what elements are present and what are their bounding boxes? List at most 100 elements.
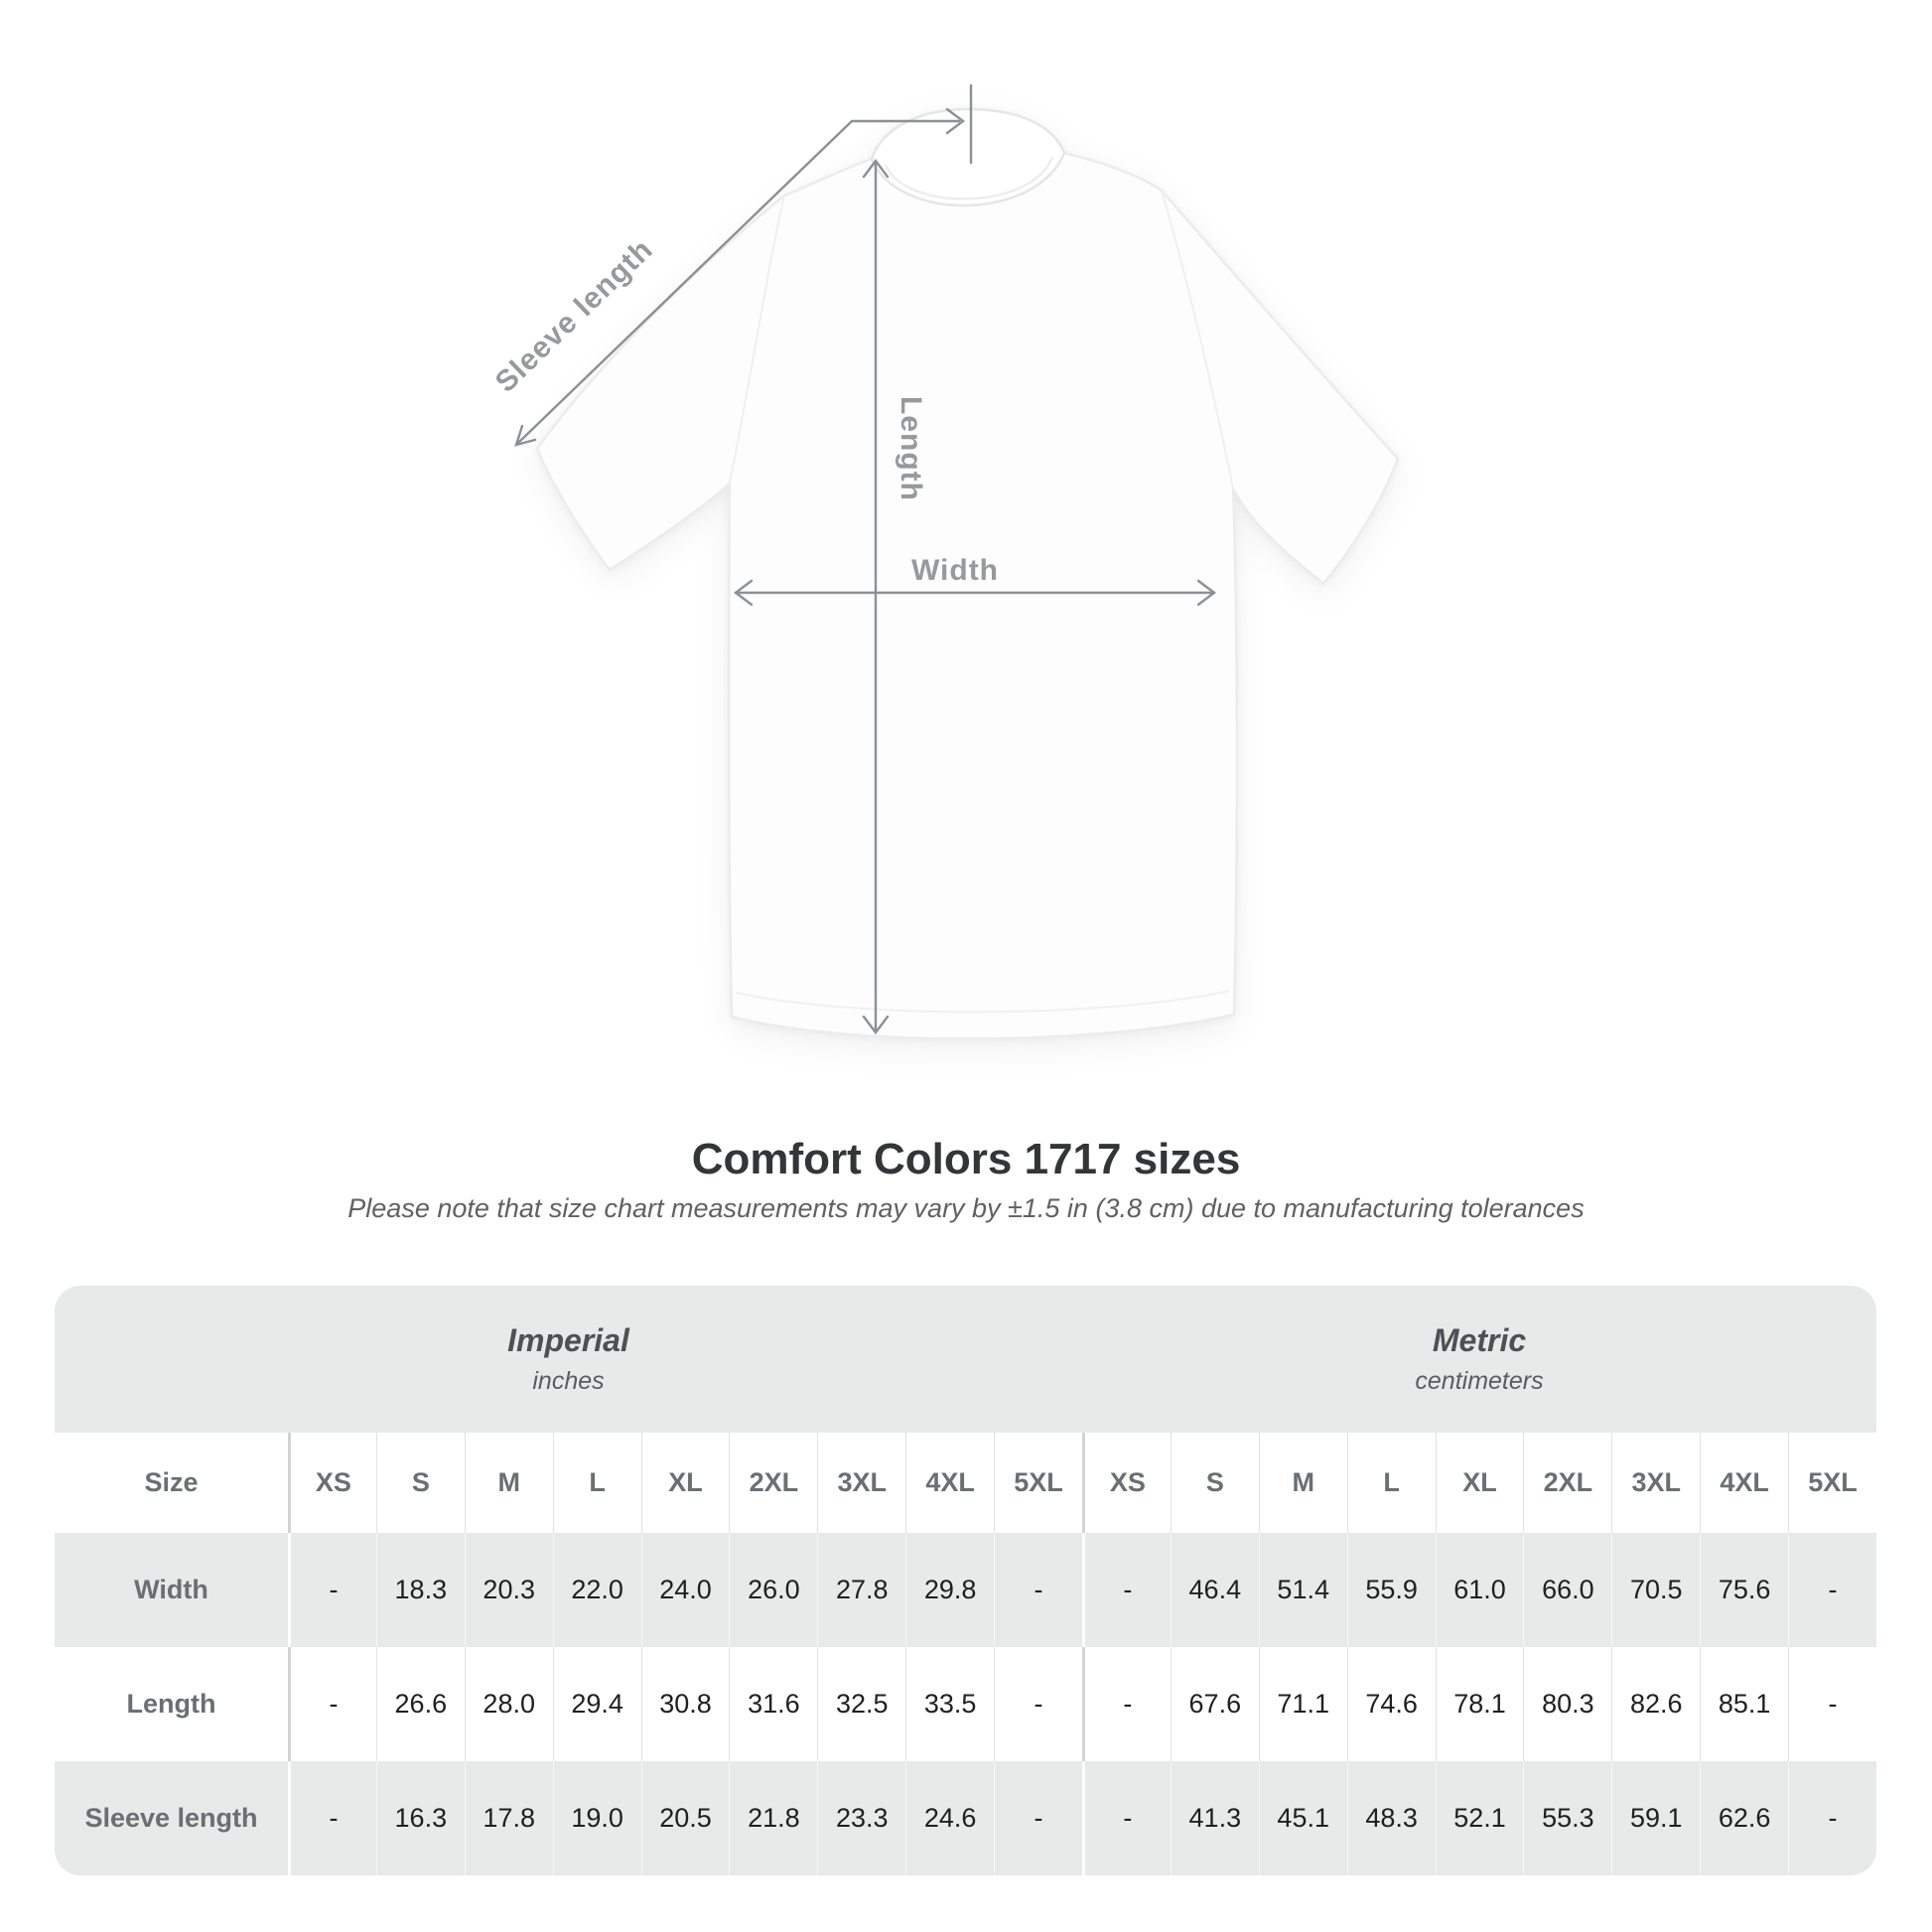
col-metric-xs: XS — [1081, 1433, 1171, 1533]
col-imperial-s: S — [375, 1433, 465, 1533]
arrowhead-right2-icon — [1196, 579, 1216, 607]
length-metric-5xl: - — [1788, 1647, 1876, 1761]
arrowhead-left-icon — [734, 579, 754, 607]
row-label-length: Length — [126, 1689, 216, 1719]
arrowhead-down-left-icon — [514, 424, 537, 447]
width-metric-2xl: 66.0 — [1523, 1533, 1611, 1647]
sleeve-metric-3xl: 59.1 — [1611, 1761, 1700, 1875]
width-imperial-xs: - — [288, 1533, 376, 1647]
page-subtitle: Please note that size chart measurements… — [347, 1193, 1585, 1223]
width-metric-s: 46.4 — [1170, 1533, 1259, 1647]
sleeve-imperial-2xl: 21.8 — [729, 1761, 817, 1875]
sleeve-imperial-xl: 20.5 — [640, 1761, 730, 1875]
sleeve-imperial-5xl: - — [994, 1761, 1082, 1875]
width-label: Width — [911, 554, 999, 587]
sleeve-imperial-4xl: 24.6 — [905, 1761, 994, 1875]
arrowhead-down-icon — [862, 1015, 890, 1035]
col-metric-m: M — [1258, 1433, 1347, 1533]
length-imperial-s: 26.6 — [375, 1647, 465, 1761]
sleeve-metric-m: 45.1 — [1258, 1761, 1347, 1875]
sleeve-metric-xs: - — [1081, 1761, 1171, 1875]
tshirt-collar — [870, 107, 1066, 207]
width-imperial-5xl: - — [994, 1533, 1082, 1647]
length-imperial-xs: - — [288, 1647, 376, 1761]
length-imperial-3xl: 32.5 — [817, 1647, 905, 1761]
col-imperial-5xl: 5XL — [994, 1433, 1082, 1533]
length-metric-xl: 78.1 — [1435, 1647, 1524, 1761]
length-metric-4xl: 85.1 — [1700, 1647, 1788, 1761]
width-imperial-xl: 24.0 — [640, 1533, 730, 1647]
imperial-group-unit: inches — [532, 1367, 605, 1395]
col-metric-5xl: 5XL — [1788, 1433, 1876, 1533]
col-imperial-l: L — [552, 1433, 641, 1533]
col-imperial-2xl: 2XL — [729, 1433, 817, 1533]
arrowhead-up-icon — [862, 159, 890, 179]
sleeve-imperial-l: 19.0 — [552, 1761, 641, 1875]
length-imperial-2xl: 31.6 — [729, 1647, 817, 1761]
col-imperial-4xl: 4XL — [905, 1433, 994, 1533]
tshirt-image — [535, 107, 1400, 1040]
length-imperial-xl: 30.8 — [640, 1647, 730, 1761]
metric-group-title: Metric — [1432, 1322, 1527, 1358]
width-metric-l: 55.9 — [1346, 1533, 1436, 1647]
size-table: Imperial inches Metric centimeters Size … — [55, 1286, 1876, 1875]
col-imperial-3xl: 3XL — [817, 1433, 905, 1533]
length-metric-xs: - — [1081, 1647, 1171, 1761]
sleeve-metric-4xl: 62.6 — [1700, 1761, 1788, 1875]
col-metric-l: L — [1346, 1433, 1436, 1533]
sleeve-metric-5xl: - — [1788, 1761, 1876, 1875]
table-row-sleeve-length: Sleeve length - 16.3 17.8 19.0 20.5 21.8… — [55, 1761, 1876, 1875]
col-metric-4xl: 4XL — [1700, 1433, 1788, 1533]
row-label-width: Width — [134, 1575, 208, 1604]
col-metric-xl: XL — [1435, 1433, 1524, 1533]
row-label-sleeve-length: Sleeve length — [84, 1803, 258, 1833]
size-column-label: Size — [144, 1467, 199, 1497]
width-imperial-2xl: 26.0 — [729, 1533, 817, 1647]
sleeve-imperial-m: 17.8 — [464, 1761, 553, 1875]
arrowhead-right-icon — [945, 107, 965, 135]
length-metric-3xl: 82.6 — [1611, 1647, 1700, 1761]
width-imperial-4xl: 29.8 — [905, 1533, 994, 1647]
sleeve-metric-s: 41.3 — [1170, 1761, 1259, 1875]
group-header-imperial: Imperial inches — [55, 1286, 1082, 1433]
length-imperial-5xl: - — [994, 1647, 1082, 1761]
width-imperial-m: 20.3 — [464, 1533, 553, 1647]
length-metric-m: 71.1 — [1258, 1647, 1347, 1761]
size-header-row: Size XS S M L XL 2XL 3XL 4XL 5XL XS S M … — [55, 1433, 1876, 1533]
table-row-length: Length - 26.6 28.0 29.4 30.8 31.6 32.5 3… — [55, 1647, 1876, 1761]
col-imperial-xs: XS — [288, 1433, 376, 1533]
width-metric-m: 51.4 — [1258, 1533, 1347, 1647]
sleeve-metric-2xl: 55.3 — [1523, 1761, 1611, 1875]
col-metric-2xl: 2XL — [1523, 1433, 1611, 1533]
unit-group-band: Imperial inches Metric centimeters — [55, 1286, 1876, 1433]
page-title: Comfort Colors 1717 sizes — [691, 1135, 1241, 1183]
width-imperial-3xl: 27.8 — [817, 1533, 905, 1647]
width-imperial-l: 22.0 — [552, 1533, 641, 1647]
sleeve-imperial-3xl: 23.3 — [817, 1761, 905, 1875]
col-imperial-xl: XL — [640, 1433, 730, 1533]
length-metric-s: 67.6 — [1170, 1647, 1259, 1761]
length-metric-l: 74.6 — [1346, 1647, 1436, 1761]
length-label: Length — [895, 396, 927, 501]
length-imperial-4xl: 33.5 — [905, 1647, 994, 1761]
group-header-metric: Metric centimeters — [1082, 1286, 1876, 1433]
col-metric-3xl: 3XL — [1611, 1433, 1700, 1533]
tshirt-diagram-svg: Sleeve length Length Width — [489, 83, 1400, 1040]
sleeve-imperial-xs: - — [288, 1761, 376, 1875]
sleeve-length-arrow — [515, 119, 854, 446]
tshirt-measurement-diagram: Sleeve length Length Width — [489, 83, 1400, 1040]
sleeve-metric-xl: 52.1 — [1435, 1761, 1524, 1875]
sleeve-imperial-s: 16.3 — [375, 1761, 465, 1875]
width-metric-3xl: 70.5 — [1611, 1533, 1700, 1647]
width-metric-5xl: - — [1788, 1533, 1876, 1647]
width-metric-xs: - — [1081, 1533, 1171, 1647]
imperial-group-title: Imperial — [507, 1322, 629, 1358]
length-metric-2xl: 80.3 — [1523, 1647, 1611, 1761]
width-metric-4xl: 75.6 — [1700, 1533, 1788, 1647]
metric-group-unit: centimeters — [1415, 1367, 1544, 1395]
sleeve-metric-l: 48.3 — [1346, 1761, 1436, 1875]
table-row-width: Width - 18.3 20.3 22.0 24.0 26.0 27.8 29… — [55, 1533, 1876, 1647]
width-imperial-s: 18.3 — [375, 1533, 465, 1647]
length-imperial-l: 29.4 — [552, 1647, 641, 1761]
col-imperial-m: M — [464, 1433, 553, 1533]
